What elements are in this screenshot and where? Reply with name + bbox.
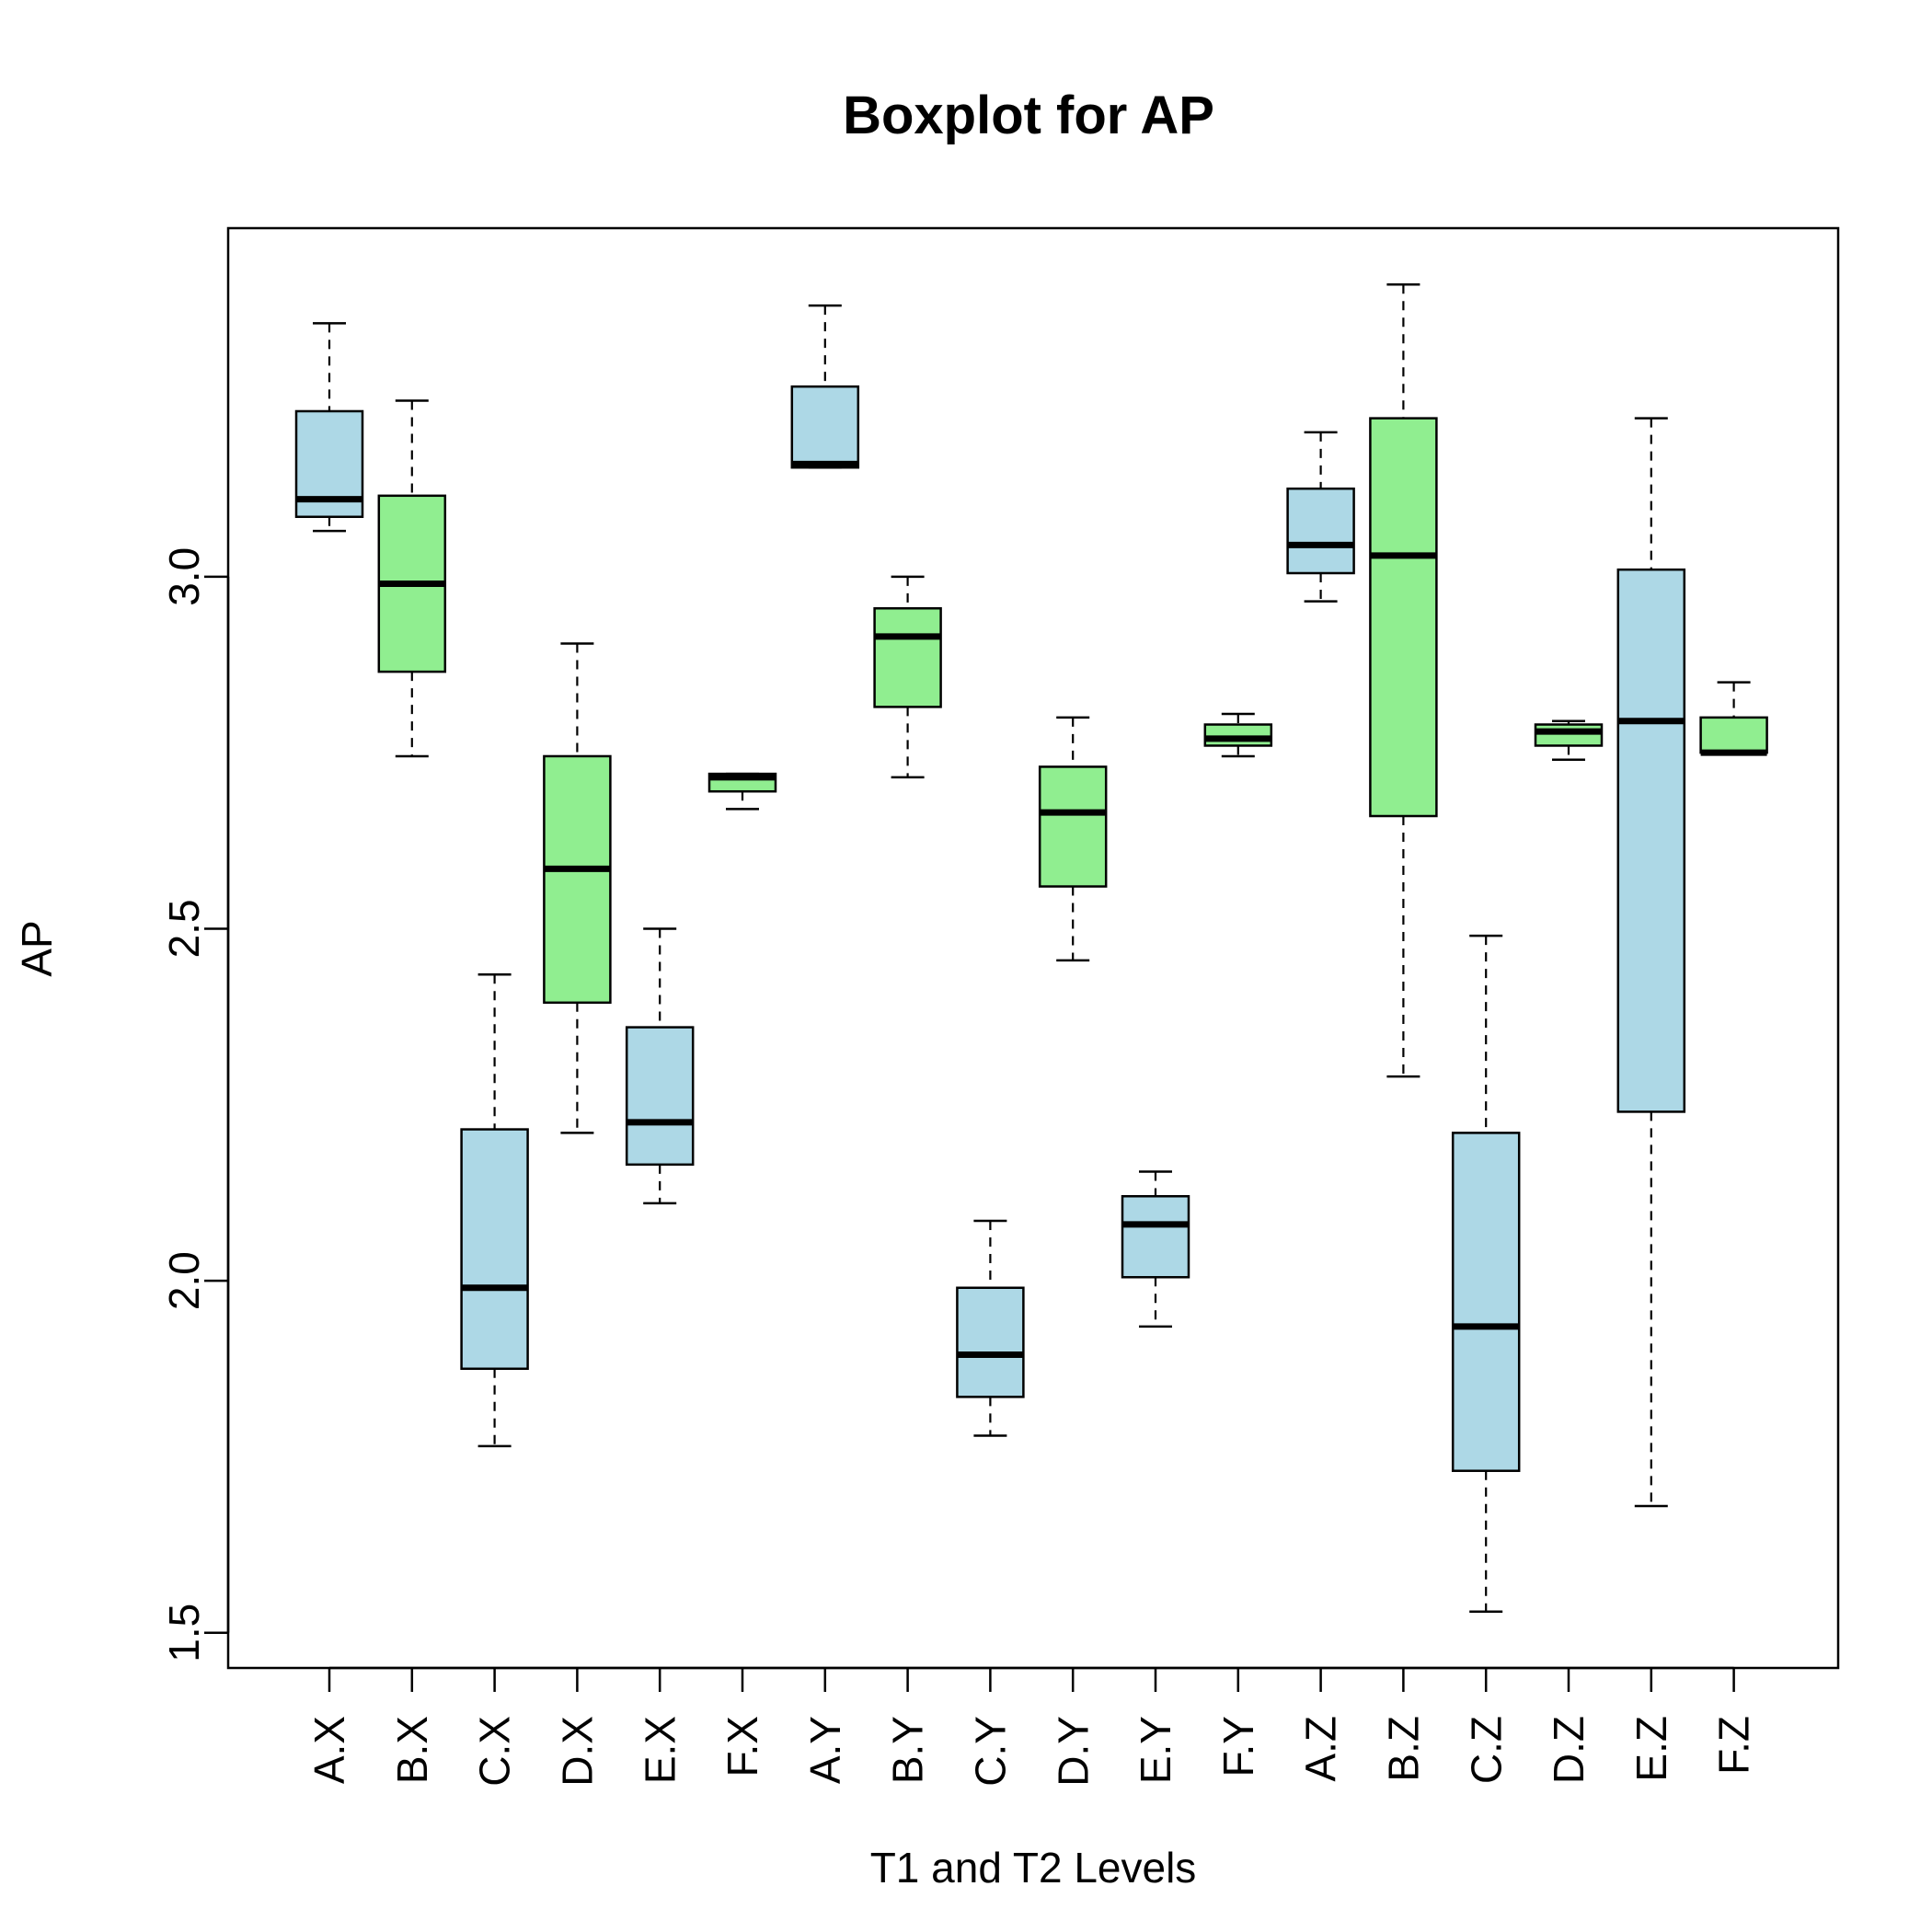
x-tick-label: F.Y bbox=[1214, 1716, 1262, 1777]
box-a-z bbox=[1286, 431, 1355, 603]
iqr-box bbox=[1699, 716, 1768, 754]
iqr-box bbox=[1451, 1132, 1521, 1472]
y-tick-label: 2.5 bbox=[160, 899, 208, 958]
x-axis-label: T1 and T2 Levels bbox=[870, 1844, 1197, 1892]
y-axis: 1.5 2.0 2.5 3.0 bbox=[160, 547, 230, 1662]
iqr-box bbox=[543, 754, 612, 1005]
x-tick-label: D.Z bbox=[1545, 1716, 1593, 1784]
box-a-x bbox=[294, 322, 364, 533]
box-c-z bbox=[1451, 934, 1521, 1614]
box-b-z bbox=[1369, 282, 1438, 1078]
box-c-x bbox=[460, 972, 529, 1448]
iqr-box bbox=[1369, 417, 1438, 818]
x-tick-label: B.Z bbox=[1380, 1716, 1428, 1782]
x-tick-label: E.X bbox=[636, 1716, 684, 1784]
box-a-y bbox=[790, 304, 860, 469]
iqr-box bbox=[460, 1128, 529, 1371]
box-d-z bbox=[1534, 719, 1604, 762]
x-tick-label: F.X bbox=[719, 1716, 766, 1777]
x-tick-label: B.X bbox=[388, 1716, 436, 1784]
box-d-x bbox=[543, 642, 612, 1134]
x-tick-label: C.Y bbox=[967, 1716, 1015, 1787]
x-tick-label: A.Z bbox=[1297, 1716, 1345, 1782]
iqr-box bbox=[1534, 723, 1604, 747]
box-f-x bbox=[707, 772, 777, 811]
x-tick-label: E.Y bbox=[1132, 1716, 1179, 1784]
x-tick-label: A.X bbox=[305, 1716, 353, 1784]
box-e-y bbox=[1121, 1170, 1190, 1328]
y-tick-label: 3.0 bbox=[160, 547, 208, 606]
x-tick-label: D.Y bbox=[1049, 1716, 1097, 1787]
x-tick-label: C.X bbox=[471, 1716, 519, 1787]
iqr-box bbox=[956, 1286, 1025, 1398]
box-b-x bbox=[377, 399, 447, 758]
boxes-layer bbox=[294, 282, 1768, 1614]
iqr-box bbox=[1286, 487, 1355, 575]
iqr-box bbox=[790, 385, 860, 469]
iqr-box bbox=[873, 607, 942, 708]
box-e-x bbox=[625, 927, 695, 1205]
box-f-z bbox=[1699, 681, 1768, 756]
plot-area bbox=[226, 226, 1840, 1670]
x-tick-label: E.Z bbox=[1627, 1716, 1675, 1782]
y-tick-label: 1.5 bbox=[160, 1604, 208, 1662]
box-e-z bbox=[1616, 417, 1686, 1508]
iqr-box bbox=[625, 1026, 695, 1167]
x-tick-label: D.X bbox=[554, 1716, 602, 1787]
x-tick-label: C.Z bbox=[1462, 1716, 1510, 1784]
box-b-y bbox=[873, 575, 942, 779]
iqr-box bbox=[1203, 723, 1273, 747]
box-d-y bbox=[1038, 716, 1108, 962]
iqr-box bbox=[1121, 1195, 1190, 1279]
iqr-box bbox=[1038, 765, 1108, 888]
y-tick-label: 2.0 bbox=[160, 1251, 208, 1310]
box-c-y bbox=[956, 1219, 1025, 1437]
x-tick-label: B.Y bbox=[884, 1716, 932, 1784]
x-tick-label: F.Z bbox=[1710, 1716, 1758, 1775]
y-axis-label: AP bbox=[13, 920, 61, 976]
iqr-box bbox=[1616, 568, 1686, 1113]
x-tick-label: A.Y bbox=[801, 1716, 849, 1784]
chart-title: Boxplot for AP bbox=[843, 86, 1214, 145]
x-axis: A.X B.X C.X D.X E.X F.X A.Y B.Y C.Y D.Y E.Y F.Y A.Z B… bbox=[305, 1666, 1758, 1787]
box-f-y bbox=[1203, 712, 1273, 758]
